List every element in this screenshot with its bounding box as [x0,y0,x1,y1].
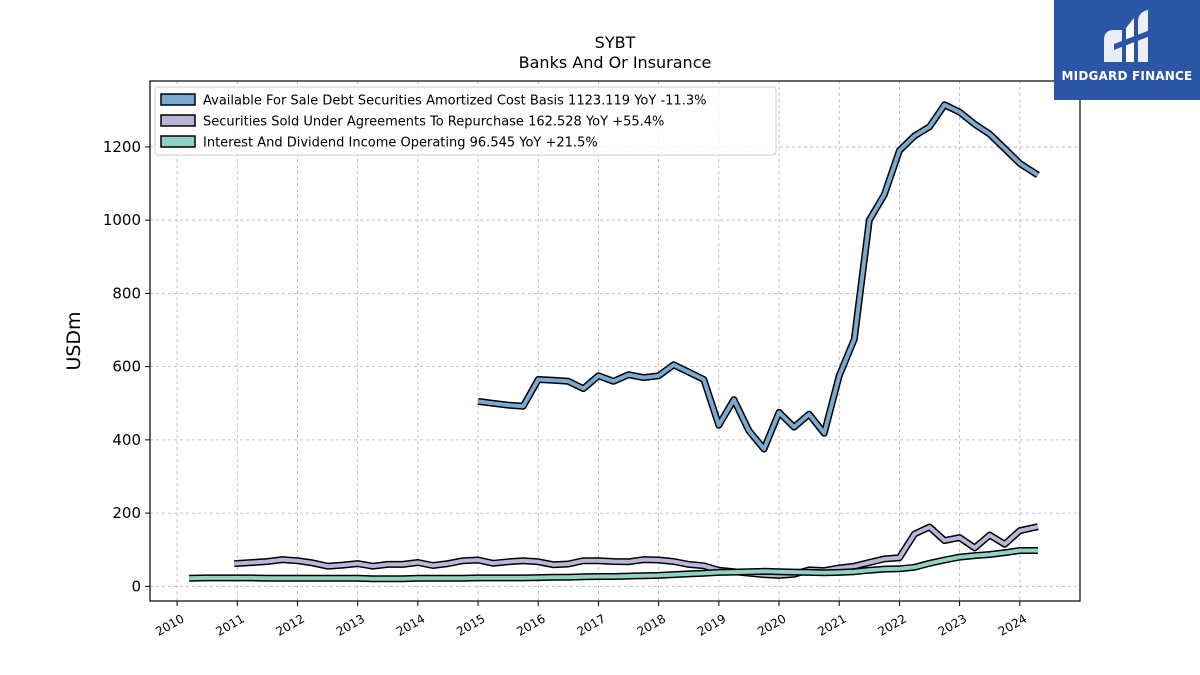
x-tick-label: 2019 [695,611,728,638]
y-tick-label: 1000 [103,211,141,229]
y-tick-label: 0 [131,577,141,595]
chart-title: SYBT [595,33,636,52]
x-tick-label: 2014 [394,611,427,638]
x-tick-label: 2010 [153,611,186,638]
y-tick-label: 800 [112,284,141,302]
y-axis-label: USDm [63,311,85,370]
x-tick-label: 2023 [936,611,969,638]
x-axis: 2010 2011 2012 2013 2014 2015 2016 2017 2018 2019… [153,601,1029,639]
x-tick-label: 2015 [454,611,487,638]
series-2-line [189,548,1038,581]
midgard-logo-icon [1104,10,1150,62]
x-tick-label: 2017 [574,611,607,638]
series-1-line [234,524,1039,578]
x-tick-label: 2022 [875,611,908,638]
grid [150,81,1080,601]
x-tick-label: 2011 [213,611,246,638]
legend-box [154,86,777,156]
legend-swatch-1 [160,114,196,127]
series-0-line [477,102,1039,451]
brand-logo: MIDGARD FINANCE [1054,0,1200,100]
x-tick-label: 2018 [635,611,668,638]
legend-swatch-2 [160,135,196,148]
y-axis: 0 200 400 600 800 1000 1200 [103,138,150,595]
y-tick-label: 400 [112,431,141,449]
legend-swatch-0 [160,93,196,106]
chart-subtitle: Banks And Or Insurance [519,53,712,72]
y-tick-label: 200 [112,504,141,522]
x-tick-label: 2013 [334,611,367,638]
brand-name: MIDGARD FINANCE [1061,69,1193,83]
legend-label-1: Securities Sold Under Agreements To Repu… [203,115,664,130]
x-tick-label: 2012 [274,611,307,638]
plot-frame [149,80,1081,602]
y-tick-label: 1200 [103,138,141,156]
legend: Available For Sale Debt Securities Amort… [154,86,777,156]
x-tick-label: 2021 [815,611,848,638]
series-0-outline [477,101,1040,453]
y-tick-label: 600 [112,358,141,376]
x-tick-label: 2016 [514,611,547,638]
x-tick-label: 2020 [755,611,788,638]
x-tick-label: 2024 [996,611,1029,638]
series-layer [189,101,1040,583]
legend-label-2: Interest And Dividend Income Operating 9… [203,136,598,151]
legend-label-0: Available For Sale Debt Securities Amort… [203,94,706,109]
